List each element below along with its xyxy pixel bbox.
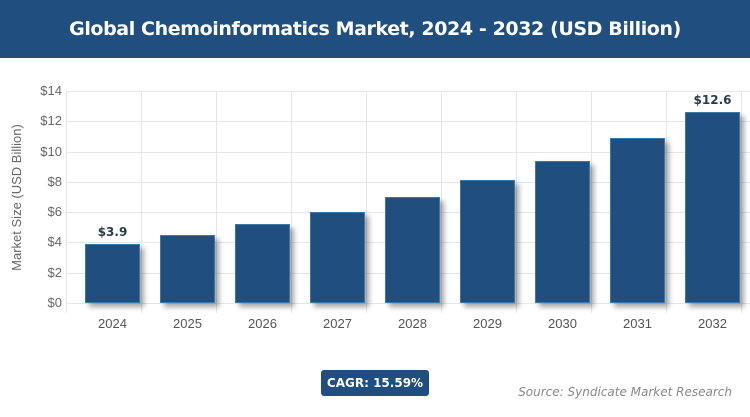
- gridline: [66, 181, 750, 183]
- y-axis-label: Market Size (USD Billion): [8, 123, 24, 271]
- bar-chart: Market Size (USD Billion) $0 $2 $4 $6 $8 $10 $…: [8, 83, 750, 331]
- y-tick-label: $0: [47, 295, 62, 310]
- bar-2024: [85, 243, 140, 303]
- y-tick-label: $12: [40, 113, 62, 129]
- y-tick-label: $2: [47, 264, 62, 280]
- bar-2029: [460, 180, 515, 303]
- x-tick-label: 2031: [623, 316, 652, 331]
- x-tick-label: 2028: [398, 316, 427, 331]
- y-tick-label: $8: [47, 173, 62, 189]
- x-tick-label: 2024: [98, 316, 127, 331]
- bar-2026: [235, 224, 290, 303]
- gridline: [666, 91, 667, 313]
- bar-2031: [610, 137, 665, 303]
- y-tick-label: $10: [40, 143, 62, 159]
- gridline: [141, 91, 142, 313]
- bar-2032: [685, 112, 740, 303]
- gridline: [291, 91, 292, 313]
- title-banner: Global Chemoinformatics Market, 2024 - 2…: [0, 0, 750, 58]
- y-tick-label: $14: [40, 83, 62, 98]
- gridline: [66, 91, 67, 313]
- gridline: [741, 91, 742, 313]
- gridline: [216, 91, 217, 313]
- y-tick-label: $4: [47, 234, 62, 250]
- x-tick-label: 2027: [323, 316, 352, 331]
- gridline: [66, 303, 750, 304]
- gridline: [516, 91, 517, 313]
- bar-2025: [160, 234, 215, 303]
- y-tick-label: $6: [47, 204, 62, 220]
- gridline: [66, 121, 750, 123]
- gridline: [441, 91, 442, 313]
- data-label: $3.9: [97, 224, 128, 239]
- gridline: [66, 151, 750, 153]
- x-tick-label: 2025: [173, 316, 202, 331]
- cagr-badge: CAGR: 15.59%: [321, 370, 429, 396]
- gridline: [366, 91, 367, 313]
- bar-2027: [310, 212, 365, 303]
- bar-2030: [535, 160, 590, 303]
- x-tick-label: 2026: [248, 316, 277, 331]
- bar-2028: [385, 197, 440, 303]
- x-tick-label: 2030: [548, 316, 577, 331]
- gridline: [591, 91, 592, 313]
- x-tick-label: 2029: [473, 316, 502, 331]
- data-label: $12.6: [693, 93, 732, 108]
- gridline: [66, 91, 750, 92]
- x-tick-label: 2032: [698, 316, 727, 331]
- chart-title: Global Chemoinformatics Market, 2024 - 2…: [69, 18, 681, 40]
- source-note: Source: Syndicate Market Research: [518, 385, 732, 399]
